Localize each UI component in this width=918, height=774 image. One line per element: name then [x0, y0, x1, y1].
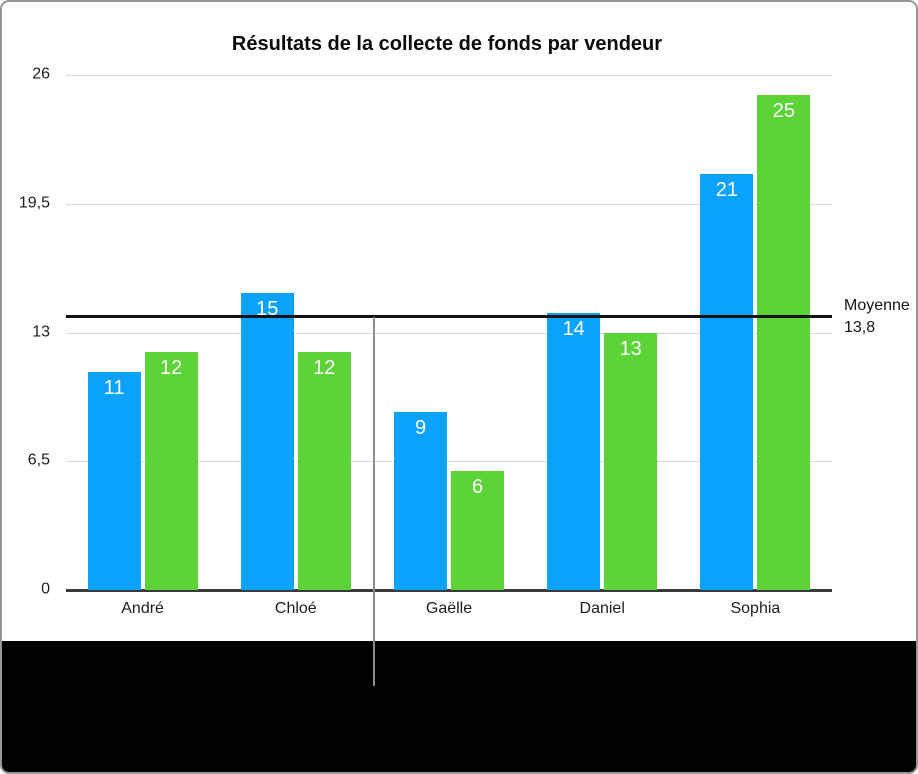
- x-axis-category-label: Daniel: [579, 600, 625, 617]
- bar-value-label: 11: [103, 377, 125, 400]
- gridline: [66, 75, 832, 76]
- x-axis-category-label: Sophia: [730, 600, 781, 617]
- bar-green-chloé: 12: [297, 352, 351, 590]
- average-line-value: 13,8: [844, 319, 876, 336]
- bar-green-andré: 12: [144, 352, 198, 590]
- bar-green-daniel: 13: [604, 332, 658, 590]
- bar-green-sophia: 25: [757, 94, 811, 590]
- bar-blue-chloé: 15: [240, 292, 294, 590]
- plot-area: 11 12 15 12 9 6 14 13 21 25: [66, 75, 832, 592]
- x-axis-line: [66, 589, 832, 592]
- y-axis-tick-label: 26: [32, 65, 50, 83]
- bar-value-label: 14: [562, 317, 585, 340]
- average-line-label: Moyenne 13,8: [844, 295, 910, 339]
- footer-black-area: [2, 641, 916, 772]
- bar-value-label: 12: [313, 357, 336, 380]
- bar-blue-gaëlle: 9: [394, 411, 447, 590]
- callout-line: [373, 317, 375, 686]
- bar-value-label: 9: [414, 416, 427, 439]
- x-axis-category-label: Chloé: [274, 600, 317, 617]
- bar-blue-andré: 11: [87, 372, 141, 590]
- bar-value-label: 15: [256, 297, 279, 320]
- y-axis-tick-label: 6,5: [27, 451, 50, 469]
- y-axis-tick-label: 19,5: [18, 194, 50, 212]
- average-value-line: [66, 315, 832, 319]
- bar-value-label: 21: [715, 179, 739, 202]
- y-axis-tick-label: 13: [32, 323, 50, 341]
- bar-value-label: 13: [619, 337, 642, 360]
- bar-value-label: 6: [471, 476, 484, 499]
- bar-green-gaëlle: 6: [451, 471, 504, 590]
- y-axis-labels: 26 19,5 13 6,5 0: [2, 66, 50, 598]
- y-axis-tick-label: 0: [41, 580, 50, 598]
- gridline: [66, 461, 832, 463]
- average-line-label-text: Moyenne: [844, 297, 910, 314]
- chart-title: Résultats de la collecte de fonds par ve…: [231, 33, 663, 55]
- x-axis-category-label: Gaëlle: [425, 600, 473, 617]
- bar-blue-sophia: 21: [700, 174, 754, 590]
- bar-value-label: 12: [159, 357, 183, 380]
- bar-blue-daniel: 14: [547, 312, 601, 590]
- x-axis-category-label: André: [121, 600, 164, 617]
- gridline: [66, 332, 832, 334]
- gridline: [66, 203, 832, 205]
- bar-value-label: 25: [772, 99, 796, 122]
